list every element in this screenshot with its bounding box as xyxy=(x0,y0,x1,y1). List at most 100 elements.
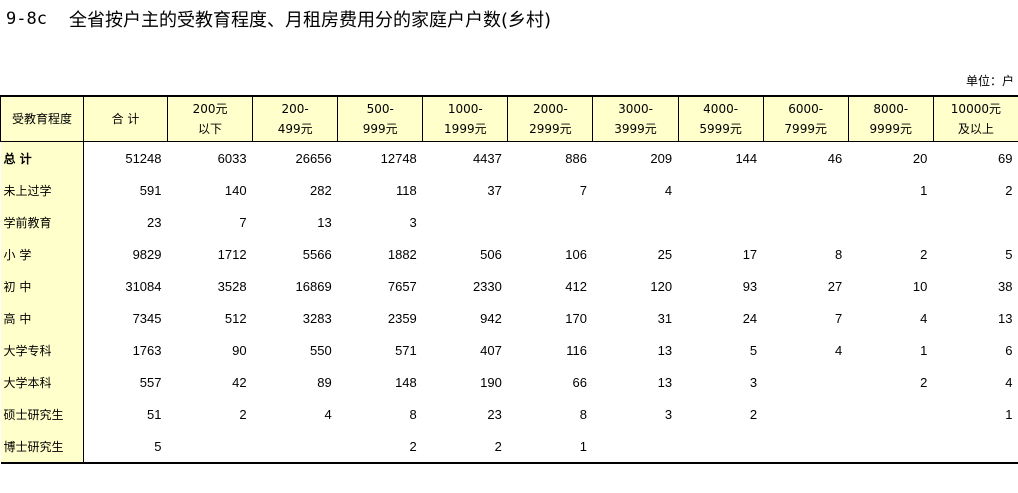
row-label: 大学本科 xyxy=(0,366,84,398)
table-title: 全省按户主的受教育程度、月租房费用分的家庭户户数(乡村) xyxy=(68,10,551,31)
value-cell: 1 xyxy=(507,430,593,464)
table-header: 受教育程度 合 计 200元 以下 200- 499元 500- 999元 1000- 1999元… xyxy=(0,95,1018,142)
value-cell: 1712 xyxy=(217,246,247,262)
row-label: 高 中 xyxy=(0,302,84,334)
value-cell xyxy=(592,430,679,464)
value-cell xyxy=(933,430,1018,464)
header-rent-range: 500- 999元 xyxy=(337,95,424,142)
header-label-line2: 1999元 xyxy=(444,122,487,136)
header-label-line2: 以下 xyxy=(198,122,223,136)
value-cell: 93 xyxy=(742,278,758,294)
page-title: 9-8c 全省按户主的受教育程度、月租房费用分的家庭户户数(乡村) xyxy=(6,4,551,34)
total-cell: 31084 xyxy=(125,278,162,294)
value-cell: 13 xyxy=(657,374,673,390)
header-education-level: 受教育程度 xyxy=(0,95,84,142)
header-label-line1: 200元 xyxy=(192,102,228,116)
header-label-line1: 3000- xyxy=(618,102,653,116)
header-label-line1: 8000- xyxy=(873,102,909,116)
value-cell: 3 xyxy=(664,406,673,422)
header-label-line2: 499元 xyxy=(277,122,313,136)
table-row: 初 中 31084 3528 16869 7657 2330 412 120 93 27 10 38 xyxy=(0,270,1018,302)
data-table: 受教育程度 合 计 200元 以下 200- 499元 500- 999元 1000- 1999元… xyxy=(0,95,1018,464)
header-label-line1: 6000- xyxy=(788,102,824,116)
row-label: 博士研究生 xyxy=(0,430,84,464)
value-cell: 512 xyxy=(224,310,247,326)
value-cell xyxy=(763,430,849,464)
value-cell: 4 xyxy=(1005,374,1013,390)
table-row: 学前教育 23 7 13 3 xyxy=(0,206,1018,238)
value-cell: 2330 xyxy=(472,278,502,294)
table-number: 9-8c xyxy=(6,9,47,29)
table-row: 硕士研究生 51 2 4 8 23 8 3 2 1 xyxy=(0,398,1018,430)
value-cell: 120 xyxy=(650,278,673,294)
header-label-line1: 2000- xyxy=(532,102,568,116)
value-cell: 2 xyxy=(422,430,508,464)
row-label: 硕士研究生 xyxy=(0,398,84,430)
header-rent-range: 6000- 7999元 xyxy=(762,95,849,142)
value-cell: 23 xyxy=(487,406,502,422)
value-cell: 2 xyxy=(239,406,247,422)
value-cell: 1 xyxy=(920,342,928,358)
table-row: 大学本科 557 42 89 148 190 66 13 3 2 4 xyxy=(0,366,1018,398)
value-cell: 4 xyxy=(835,342,843,358)
row-label: 总 计 xyxy=(0,141,84,174)
header-rent-range: 200元以下 xyxy=(166,95,254,142)
value-cell: 144 xyxy=(735,150,758,166)
value-cell xyxy=(763,174,848,206)
value-cell: 140 xyxy=(224,182,247,198)
value-cell xyxy=(933,206,1018,238)
value-cell: 5 xyxy=(1005,246,1013,262)
value-cell xyxy=(423,206,508,238)
table-row: 大学专科 1763 90 550 571 407 116 13 5 4 1 6 xyxy=(0,334,1018,366)
value-cell: 190 xyxy=(480,374,502,390)
header-label-line1: 合 计 xyxy=(111,112,140,126)
header-rent-range: 4000- 5999元 xyxy=(677,95,764,142)
value-cell: 170 xyxy=(565,310,587,326)
value-cell: 550 xyxy=(309,342,332,358)
total-cell: 591 xyxy=(139,182,162,198)
value-cell: 886 xyxy=(565,150,587,166)
value-cell: 5 xyxy=(749,342,758,358)
header-label-line1: 10000元 xyxy=(950,102,1001,116)
header-rent-range: 2000- 2999元 xyxy=(507,95,594,142)
value-cell: 37 xyxy=(487,182,502,198)
value-cell: 4 xyxy=(324,406,332,422)
value-cell: 1 xyxy=(920,182,928,198)
value-cell: 116 xyxy=(566,342,587,358)
value-cell: 2359 xyxy=(387,310,417,326)
value-cell: 2 xyxy=(749,406,758,422)
total-cell: 23 xyxy=(147,214,162,230)
value-cell: 282 xyxy=(309,182,332,198)
value-cell: 26656 xyxy=(295,150,332,166)
value-cell xyxy=(167,430,253,464)
total-cell: 5 xyxy=(83,430,168,464)
value-cell: 8 xyxy=(409,406,417,422)
header-label-line1: 500- xyxy=(366,102,394,116)
table-row: 未上过学 591 140 282 118 37 7 4 1 2 xyxy=(0,174,1018,206)
value-cell: 942 xyxy=(480,310,502,326)
value-cell: 4 xyxy=(920,310,928,326)
value-cell: 38 xyxy=(997,278,1013,294)
value-cell: 3 xyxy=(749,374,758,390)
header-label-line2: 2999元 xyxy=(529,122,572,136)
value-cell: 16869 xyxy=(295,278,332,294)
value-cell: 17 xyxy=(742,246,758,262)
value-cell: 13 xyxy=(997,310,1013,326)
header-rent-range: 8000- 9999元 xyxy=(847,95,934,142)
value-cell: 118 xyxy=(396,182,417,198)
value-cell: 20 xyxy=(912,150,928,166)
value-cell: 4 xyxy=(664,182,673,198)
header-label-line2: 7999元 xyxy=(784,122,827,136)
value-cell: 6033 xyxy=(217,150,247,166)
header-label-line1: 1000- xyxy=(447,102,483,116)
value-cell: 13 xyxy=(657,342,673,358)
total-cell: 51248 xyxy=(125,150,162,166)
total-cell: 9829 xyxy=(132,246,162,262)
value-cell: 7 xyxy=(579,182,587,198)
row-label: 学前教育 xyxy=(0,206,84,238)
row-label: 大学专科 xyxy=(0,334,84,366)
value-cell xyxy=(763,206,848,238)
value-cell xyxy=(508,206,593,238)
value-cell xyxy=(678,430,764,464)
header-label-line2: 3999元 xyxy=(614,122,657,136)
